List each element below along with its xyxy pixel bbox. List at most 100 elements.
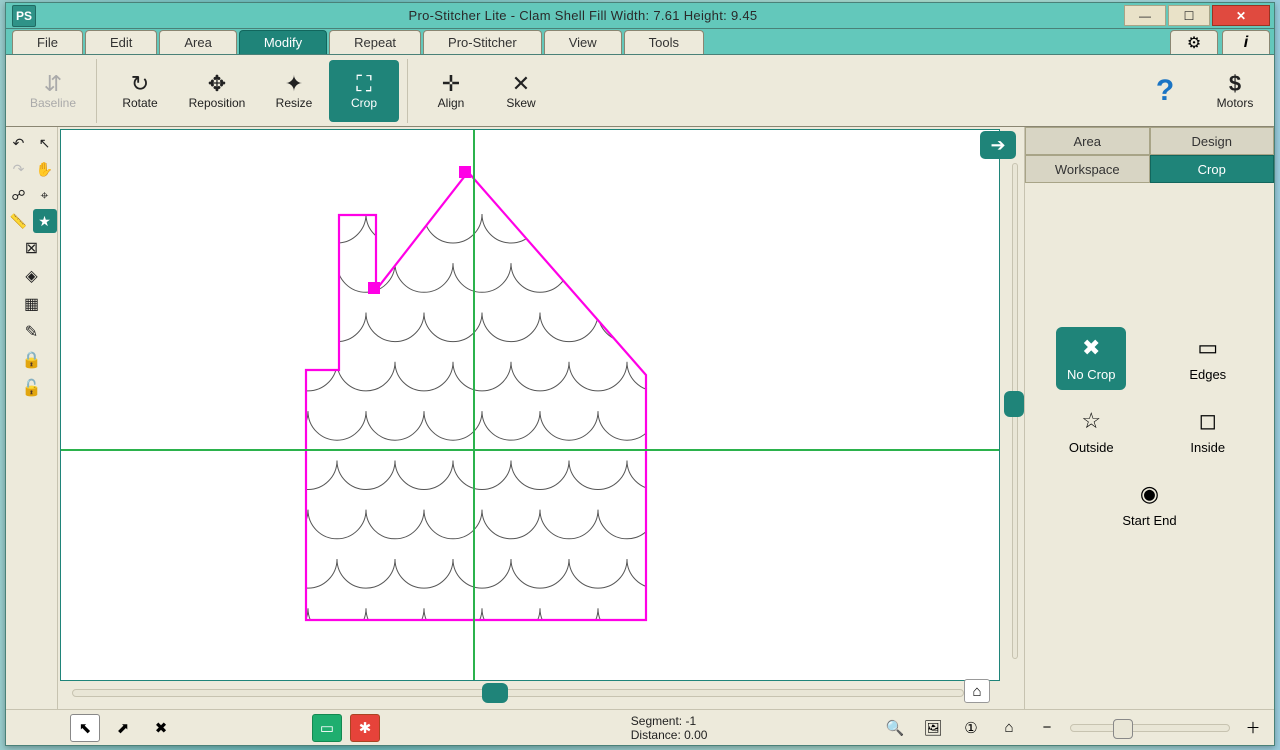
play-button[interactable]: ▭	[312, 714, 342, 742]
ribbon: ⇵Baseline ↻Rotate ✥Reposition ✦Resize ⛶C…	[6, 55, 1274, 127]
menu-repeat[interactable]: Repeat	[329, 30, 421, 54]
status-bar: ⬉ ⬈ ✖ ▭ ✱ Segment: -1 Distance: 0.00 🔍 🖼…	[6, 709, 1274, 745]
settings-button[interactable]: ⚙	[1170, 30, 1218, 54]
panel-tab-workspace[interactable]: Workspace	[1025, 155, 1150, 183]
title-bar: PS Pro-Stitcher Lite - Clam Shell Fill W…	[6, 3, 1274, 29]
crosshair-horizontal	[61, 449, 999, 451]
menu-view[interactable]: View	[544, 30, 622, 54]
nocrop-icon: ✖	[1082, 335, 1100, 361]
zoom-in-button[interactable]: ＋	[1238, 714, 1268, 742]
baseline-icon: ⇵	[44, 72, 62, 96]
crop-nocrop[interactable]: ✖No Crop	[1056, 327, 1126, 390]
startend-icon: ◉	[1140, 481, 1159, 507]
crop-startend[interactable]: ◉Start End	[1115, 473, 1185, 536]
close-button[interactable]: ✕	[1212, 5, 1270, 26]
grid-button[interactable]: ▦	[18, 291, 46, 317]
info-button[interactable]: i	[1222, 30, 1270, 54]
ribbon-resize[interactable]: ✦Resize	[259, 60, 329, 122]
motors-icon: $	[1229, 72, 1241, 96]
ruler-button[interactable]: 📏	[7, 209, 31, 233]
panel-tab-area[interactable]: Area	[1025, 127, 1150, 155]
clear-button[interactable]: ⊠	[18, 235, 46, 261]
zoom-slider[interactable]	[1070, 724, 1230, 732]
ribbon-help[interactable]: ?	[1130, 60, 1200, 122]
redo-button[interactable]: ↷	[7, 157, 31, 181]
window-title: Pro-Stitcher Lite - Clam Shell Fill Widt…	[42, 8, 1124, 23]
home-icon: ⌂	[972, 683, 981, 700]
crop-icon: ⛶	[356, 72, 371, 96]
info-icon: i	[1244, 34, 1248, 52]
panel-tab-crop[interactable]: Crop	[1150, 155, 1275, 183]
ribbon-motors[interactable]: $Motors	[1200, 60, 1270, 122]
rotate-icon: ↻	[131, 72, 149, 96]
crop-panel: ✖No Crop ▭Edges ☆Outside ◻Inside ◉Start …	[1025, 183, 1274, 709]
horizontal-slider-thumb[interactable]	[482, 683, 508, 703]
minimize-button[interactable]: —	[1124, 5, 1166, 26]
left-toolbar: ↶↖ ↷✋ ☍⌖ 📏★ ⊠ ◈ ▦ ✎ 🔒 🔓	[6, 127, 58, 709]
right-panel: Area Design Workspace Crop ✖No Crop ▭Edg…	[1024, 127, 1274, 709]
menu-area[interactable]: Area	[159, 30, 236, 54]
canvas-area: ➔ ⌂	[58, 127, 1024, 709]
lock-open-button[interactable]: 🔓	[18, 375, 46, 401]
reposition-icon: ✥	[208, 72, 226, 96]
stop-button[interactable]: ✱	[350, 714, 380, 742]
zoom-home[interactable]: ⌂	[994, 714, 1024, 742]
diamond-button[interactable]: ◈	[18, 263, 46, 289]
select-button[interactable]: ★	[33, 209, 57, 233]
point-add-button[interactable]: ⬈	[108, 714, 138, 742]
segment-label: Segment: -1	[631, 714, 708, 728]
menu-tabs: File Edit Area Modify Repeat Pro-Stitche…	[6, 29, 1274, 55]
arrow-right-icon: ➔	[990, 135, 1005, 156]
inside-icon: ◻	[1199, 408, 1217, 434]
app-badge: PS	[12, 5, 36, 27]
pan-button[interactable]: ✋	[33, 157, 57, 181]
ribbon-crop[interactable]: ⛶Crop	[329, 60, 399, 122]
go-button[interactable]: ➔	[980, 131, 1016, 159]
zoom-image-in[interactable]: 🔍	[880, 714, 910, 742]
brush-button[interactable]: ✎	[18, 319, 46, 345]
zoom-out-button[interactable]: −	[1032, 714, 1062, 742]
crosshair-vertical	[473, 130, 475, 680]
move-up-icon[interactable]: ↖	[33, 131, 57, 155]
maximize-button[interactable]: ☐	[1168, 5, 1210, 26]
gear-icon: ⚙	[1187, 33, 1201, 53]
home-button[interactable]: ⌂	[964, 679, 990, 703]
help-icon: ?	[1156, 79, 1174, 103]
zoom-slider-thumb[interactable]	[1113, 719, 1133, 739]
crop-outside[interactable]: ☆Outside	[1056, 400, 1126, 463]
vertical-slider-thumb[interactable]	[1004, 391, 1024, 417]
design-canvas[interactable]	[60, 129, 1000, 681]
ribbon-rotate[interactable]: ↻Rotate	[105, 60, 175, 122]
panel-tab-design[interactable]: Design	[1150, 127, 1275, 155]
resize-icon: ✦	[285, 72, 303, 96]
edges-icon: ▭	[1197, 335, 1218, 361]
zoom-1to1[interactable]: ①	[956, 714, 986, 742]
menu-file[interactable]: File	[12, 30, 83, 54]
crop-inside[interactable]: ◻Inside	[1173, 400, 1243, 463]
horizontal-slider-track[interactable]	[72, 689, 964, 697]
ribbon-skew[interactable]: ✕Skew	[486, 60, 556, 122]
ribbon-align[interactable]: ✛Align	[416, 60, 486, 122]
outside-icon: ☆	[1081, 408, 1101, 434]
zoom-target-button[interactable]: ⌖	[33, 183, 57, 207]
link-button[interactable]: ☍	[7, 183, 31, 207]
select-mode-button[interactable]: ⬉	[70, 714, 100, 742]
undo-button[interactable]: ↶	[7, 131, 31, 155]
app-body: ↶↖ ↷✋ ☍⌖ 📏★ ⊠ ◈ ▦ ✎ 🔒 🔓 ➔ ⌂	[6, 127, 1274, 709]
menu-prostitcher[interactable]: Pro-Stitcher	[423, 30, 542, 54]
design-svg	[61, 130, 999, 680]
crop-edges[interactable]: ▭Edges	[1173, 327, 1243, 390]
zoom-image-fit[interactable]: 🖼	[918, 714, 948, 742]
distance-label: Distance: 0.00	[631, 728, 708, 742]
menu-edit[interactable]: Edit	[85, 30, 157, 54]
ribbon-reposition[interactable]: ✥Reposition	[175, 60, 259, 122]
menu-modify[interactable]: Modify	[239, 30, 327, 54]
point-remove-button[interactable]: ✖	[146, 714, 176, 742]
ribbon-baseline: ⇵Baseline	[18, 60, 88, 122]
status-text: Segment: -1 Distance: 0.00	[631, 714, 708, 742]
skew-icon: ✕	[512, 72, 530, 96]
lock-closed-button[interactable]: 🔒	[18, 347, 46, 373]
align-icon: ✛	[442, 72, 460, 96]
app-window: PS Pro-Stitcher Lite - Clam Shell Fill W…	[5, 2, 1275, 746]
menu-tools[interactable]: Tools	[624, 30, 704, 54]
